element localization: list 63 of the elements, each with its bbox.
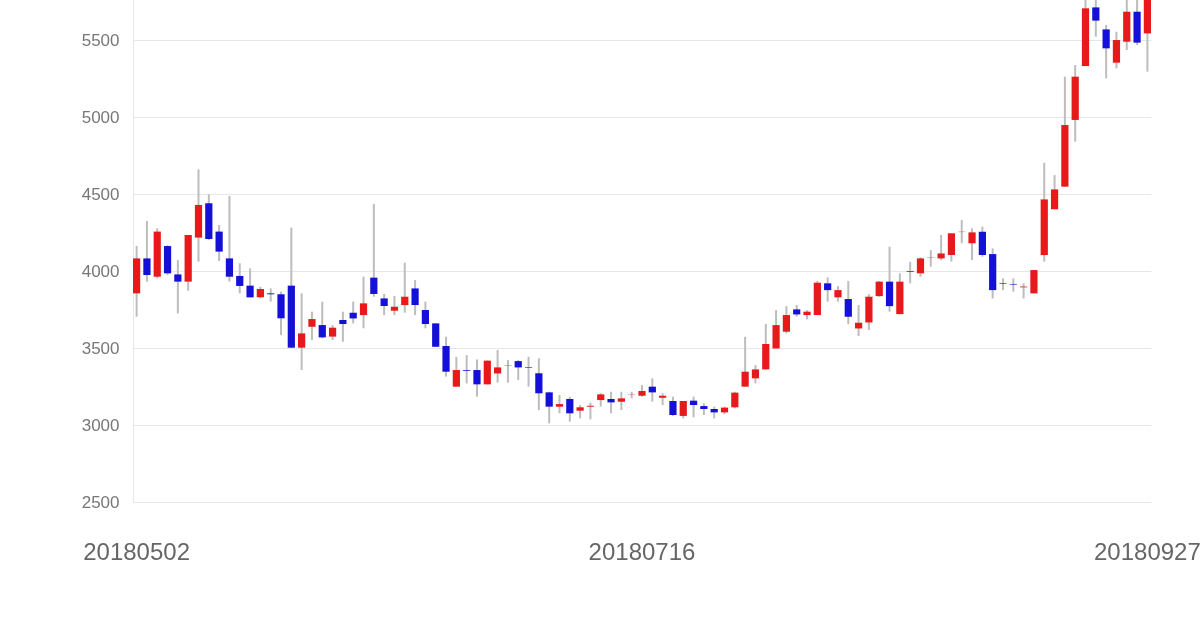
- candlestick: [493, 349, 502, 384]
- candlestick: [318, 300, 326, 340]
- candlestick: [463, 354, 471, 385]
- candlestick: [844, 280, 852, 325]
- candlestick: [586, 401, 595, 421]
- candlestick: [308, 310, 316, 341]
- candlestick: [174, 259, 182, 315]
- candlestick: [555, 393, 564, 415]
- y-tick-label: 3000: [81, 415, 120, 435]
- y-tick-label: 5500: [81, 30, 120, 50]
- candlestick: [298, 292, 306, 372]
- candlestick: [339, 310, 347, 343]
- y-tick-label: 2500: [81, 492, 120, 512]
- x-tick-label: 20180927: [1094, 538, 1200, 565]
- candlestick: [452, 355, 460, 388]
- candlestick: [225, 195, 234, 283]
- candlestick: [1112, 30, 1121, 70]
- candlestick: [390, 294, 399, 317]
- candlestick: [359, 275, 368, 330]
- candlestick: [411, 279, 419, 317]
- y-tick-label: 5000: [81, 107, 120, 127]
- y-tick-label: 4500: [81, 184, 120, 204]
- candlestick: [421, 300, 430, 330]
- candlestick: [535, 357, 543, 412]
- candlestick: [473, 358, 481, 398]
- candlestick: [927, 249, 935, 268]
- candlestick: [267, 287, 275, 303]
- x-tick-label: 20180716: [588, 538, 696, 565]
- candlestick: [514, 359, 522, 382]
- y-tick-label: 4000: [81, 261, 120, 281]
- candlestick: [380, 292, 388, 317]
- y-tick-label: 3500: [81, 338, 120, 358]
- candlestick: [432, 322, 440, 348]
- candlestick: [1009, 277, 1017, 293]
- candlestick: [1050, 174, 1059, 211]
- candlestick: [246, 267, 254, 299]
- candlestick: [978, 225, 986, 258]
- candlestick: [545, 390, 553, 425]
- candlestick: [566, 395, 574, 423]
- candlestick: [1102, 23, 1110, 80]
- candlestick: [370, 203, 378, 298]
- candlestick: [824, 276, 832, 303]
- candlestick: [906, 260, 914, 285]
- candlestick: [143, 219, 151, 283]
- candlestick: [524, 355, 533, 388]
- candlestick: [401, 261, 409, 314]
- candlestick: [782, 305, 791, 335]
- candlestick: [617, 390, 625, 412]
- candlestick: [741, 335, 749, 388]
- candlestick: [669, 395, 677, 417]
- candlestick: [916, 256, 925, 278]
- candlestick: [999, 277, 1007, 292]
- candlestick: [215, 223, 223, 263]
- candlestick: [772, 309, 780, 350]
- candlestick: [607, 390, 615, 415]
- candlestick: [947, 232, 956, 263]
- candlestick: [751, 364, 760, 385]
- candlestick: [236, 262, 244, 295]
- candlestick: [968, 227, 976, 262]
- candlestick: [937, 233, 945, 262]
- candlestick: [1092, 0, 1100, 38]
- x-tick-label: 20180502: [83, 538, 190, 565]
- candlestick: [689, 395, 698, 419]
